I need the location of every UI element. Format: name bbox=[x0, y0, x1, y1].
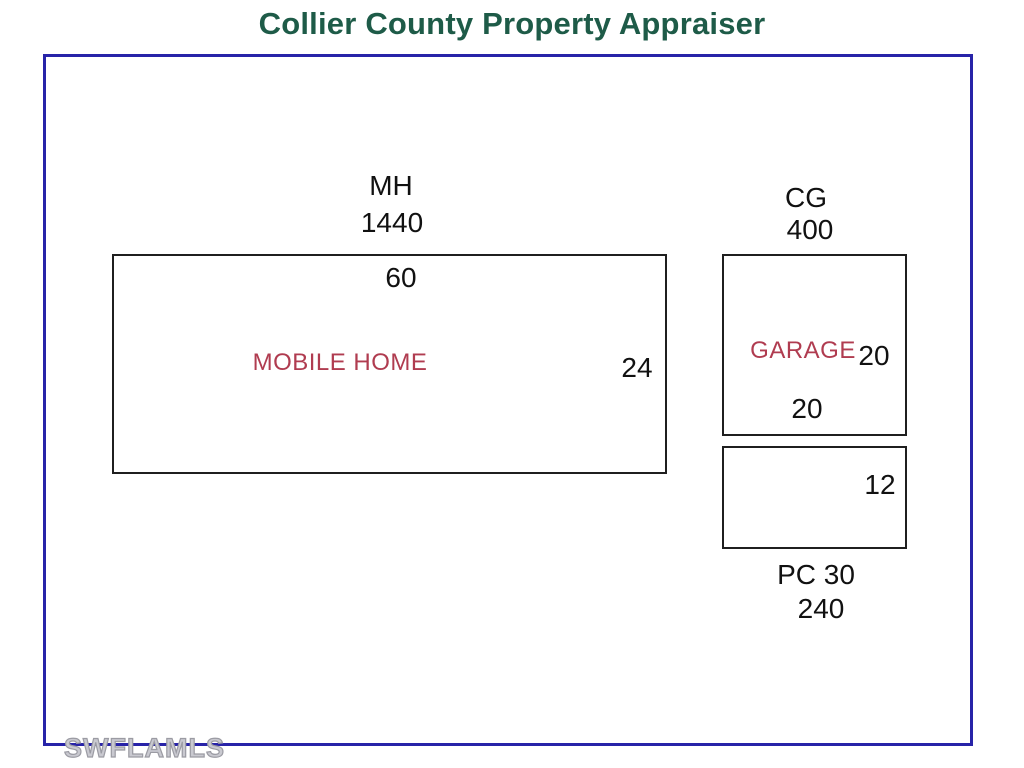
garage-outline bbox=[722, 254, 907, 436]
mobile-home-area-label: 1440 bbox=[360, 207, 424, 238]
mobile-home-code-label: MH bbox=[369, 170, 413, 201]
mobile-home-width-dimension: 60 bbox=[385, 262, 417, 293]
porch-code-label: PC 30 bbox=[777, 559, 855, 590]
mobile-home-outline bbox=[112, 254, 667, 474]
garage-depth-dimension: 20 bbox=[858, 340, 890, 371]
garage-area-label: 400 bbox=[786, 214, 834, 245]
mobile-home-name-label: MOBILE HOME bbox=[252, 349, 428, 376]
porch-outline bbox=[722, 446, 907, 549]
porch-depth-dimension: 12 bbox=[864, 469, 896, 500]
garage-name-label: GARAGE bbox=[750, 337, 856, 364]
garage-width-dimension: 20 bbox=[791, 393, 823, 424]
porch-area-label: 240 bbox=[797, 593, 845, 624]
swflamls-watermark: SWFLAMLS bbox=[63, 732, 225, 763]
mobile-home-depth-dimension: 24 bbox=[621, 352, 653, 383]
garage-code-label: CG bbox=[785, 182, 827, 213]
page-title: Collier County Property Appraiser bbox=[258, 6, 766, 41]
